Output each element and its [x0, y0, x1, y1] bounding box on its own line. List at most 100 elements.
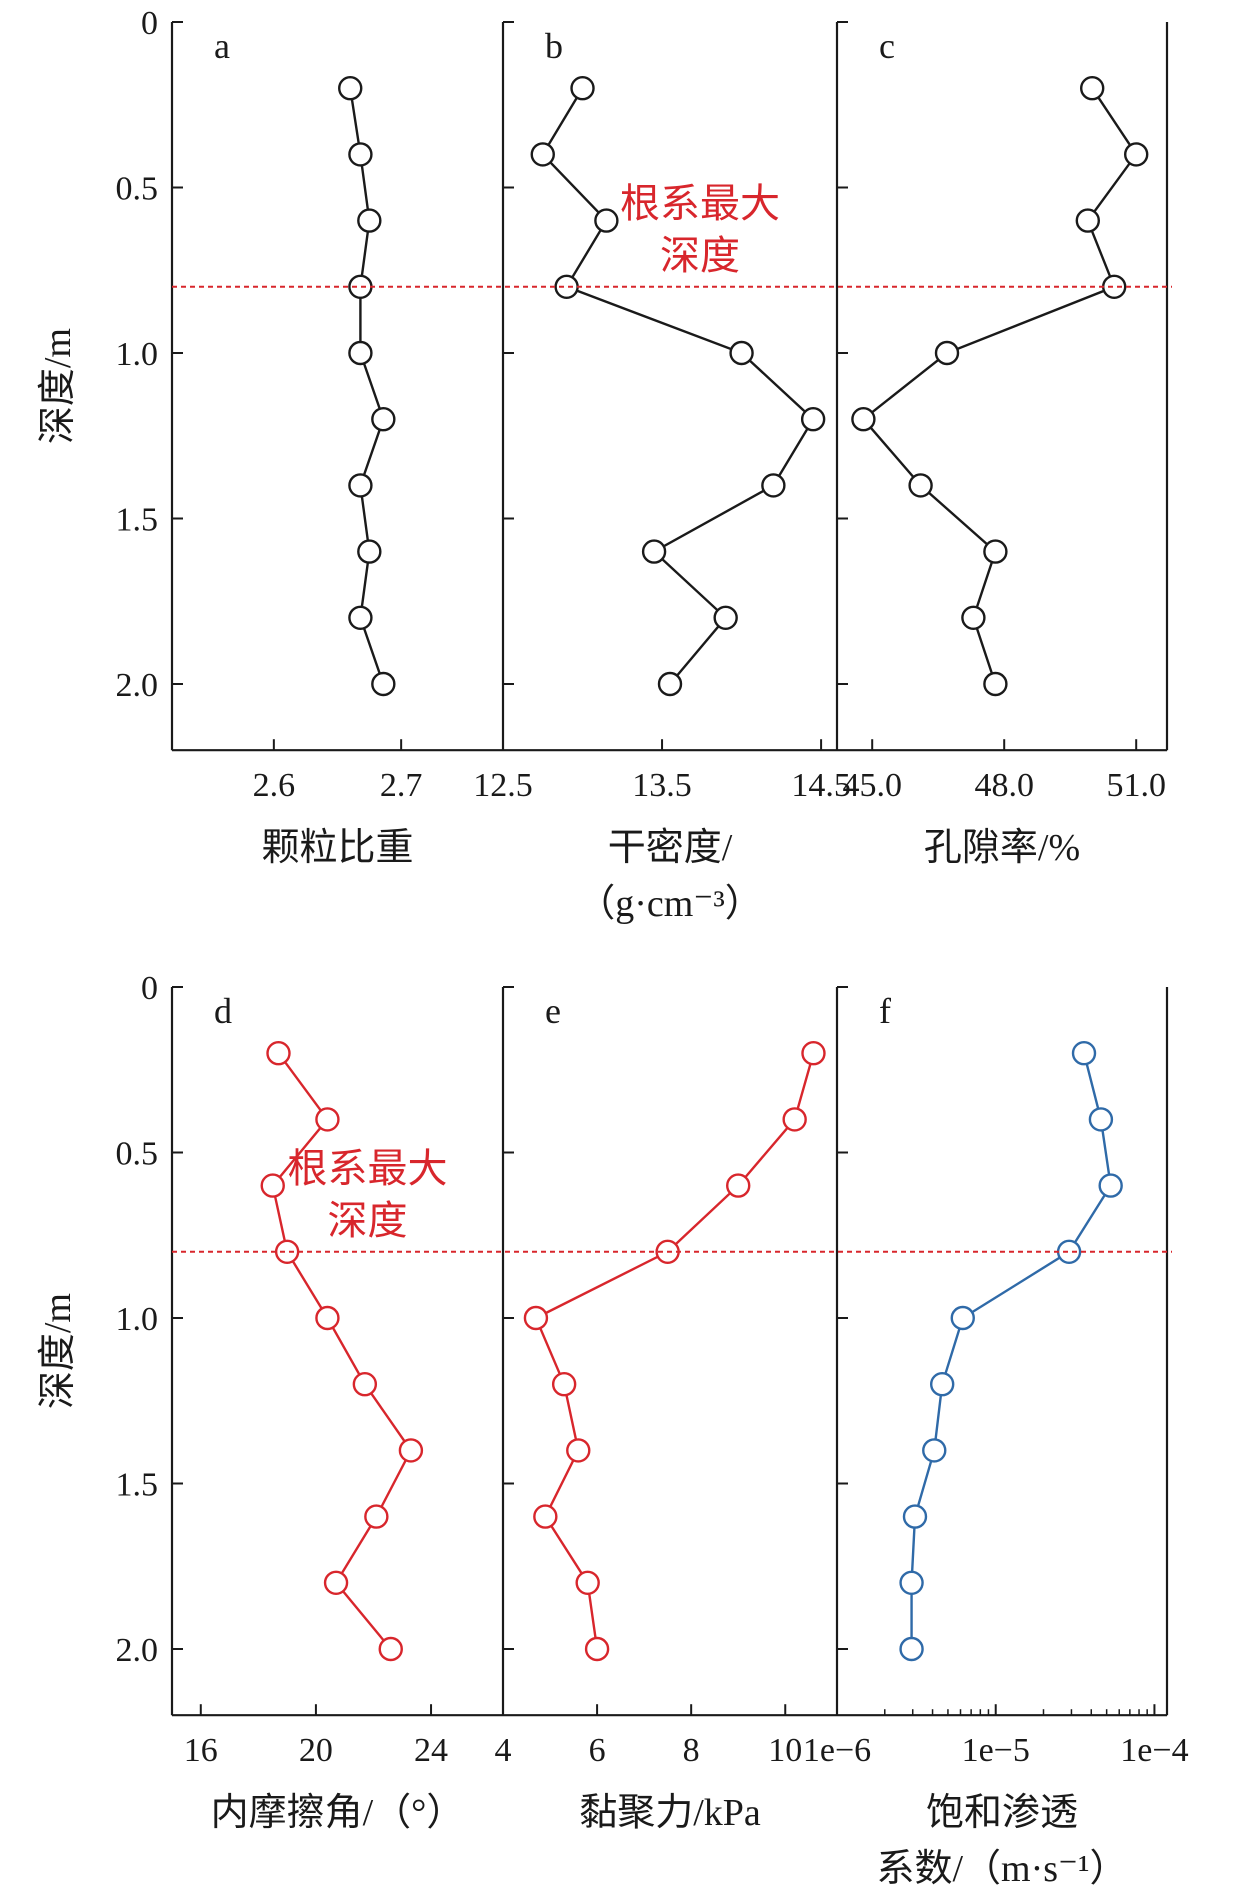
x-tick-label: 2.6	[253, 767, 296, 804]
data-point	[641, 539, 667, 564]
data-point	[983, 539, 1008, 564]
x-tick-label: 51.0	[1106, 767, 1166, 804]
data-point	[371, 671, 396, 697]
data-point	[961, 605, 986, 630]
depth-tick-label: 2.0	[116, 667, 159, 704]
data-point	[357, 208, 382, 233]
data-point	[726, 1173, 751, 1198]
data-point	[800, 407, 826, 432]
series-line	[541, 87, 815, 685]
x-axis-label: （g·cm⁻³）	[577, 883, 763, 925]
data-point	[950, 1305, 975, 1331]
panel-letter: a	[214, 26, 230, 66]
panel-letter: b	[545, 26, 563, 66]
root-depth-annotation: 根系最大	[620, 181, 780, 226]
row-2: 0 0.5 1.0 1.5 2.0 深度/m 16 20 24 内摩擦角/（°） d 4 6 8 10黏聚力…	[37, 970, 1189, 1890]
series-line	[349, 88, 385, 685]
data-point	[348, 340, 373, 366]
data-point	[533, 1504, 558, 1529]
x-tick-label: 4	[495, 1732, 512, 1769]
data-point	[594, 208, 619, 233]
series-line	[910, 1052, 1112, 1649]
data-point	[657, 671, 683, 697]
depth-axis-label: 深度/m	[37, 328, 79, 444]
x-tick-label: 20	[299, 1732, 333, 1769]
data-point	[1123, 142, 1149, 167]
data-point	[1098, 1173, 1123, 1198]
panel-b: 12.5 13.5 14.5 干密度/ （g·cm⁻³） b	[473, 21, 851, 925]
x-tick-label: 10	[768, 1732, 802, 1769]
x-axis-label: 孔隙率/%	[924, 827, 1080, 869]
panel-letter: e	[545, 991, 561, 1031]
data-point	[348, 605, 373, 630]
data-point	[323, 1570, 349, 1596]
data-point	[1075, 208, 1101, 233]
data-point	[1088, 1107, 1114, 1132]
depth-tick-label: 0	[141, 970, 158, 1007]
x-tick-label: 1e−6	[803, 1732, 871, 1769]
x-tick-label: 45.0	[842, 767, 902, 804]
depth-tick-label: 1.5	[116, 502, 159, 539]
data-point	[364, 1504, 389, 1529]
data-point	[1079, 75, 1105, 101]
x-tick-label: 6	[589, 1732, 606, 1769]
depth-tick-label: 1.0	[116, 336, 159, 373]
data-point	[315, 1107, 340, 1132]
data-point	[352, 1371, 378, 1397]
data-point	[348, 142, 373, 167]
x-tick-label: 1e−4	[1120, 1732, 1188, 1769]
series-line	[861, 87, 1138, 685]
data-point	[922, 1438, 947, 1463]
data-point	[983, 671, 1008, 697]
data-point	[371, 407, 396, 432]
data-point	[908, 473, 933, 498]
x-tick-label: 2.7	[380, 767, 423, 804]
depth-tick-label: 0.5	[116, 171, 159, 208]
depth-axis-label: 深度/m	[37, 1293, 79, 1409]
x-axis-label: 黏聚力/kPa	[579, 1792, 761, 1834]
x-axis-label: 内摩擦角/（°）	[211, 1792, 465, 1834]
data-point	[570, 75, 595, 101]
data-point	[398, 1438, 424, 1463]
x-tick-label: 24	[414, 1732, 448, 1769]
panel-letter: f	[879, 991, 891, 1031]
data-point	[260, 1173, 285, 1198]
data-point	[530, 142, 555, 167]
x-tick-label: 13.5	[632, 767, 692, 804]
data-point	[338, 75, 363, 101]
data-point	[761, 473, 786, 498]
depth-tick-label: 0	[141, 5, 158, 42]
series-line	[271, 1052, 413, 1650]
data-point	[551, 1371, 577, 1397]
data-point	[899, 1636, 924, 1662]
data-point	[315, 1305, 340, 1331]
x-axis-label: 系数/（m·s⁻¹）	[876, 1848, 1127, 1890]
data-point	[729, 340, 754, 366]
x-tick-label: 16	[184, 1732, 218, 1769]
data-point	[902, 1504, 928, 1529]
x-tick-label: 1e−5	[962, 1732, 1030, 1769]
data-point	[348, 473, 373, 498]
data-point	[899, 1570, 924, 1596]
root-depth-annotation: 深度	[660, 233, 740, 278]
data-point	[357, 539, 382, 564]
depth-tick-label: 2.0	[116, 1632, 159, 1669]
panel-c: 45.0 48.0 51.0 孔隙率/% c	[837, 21, 1169, 869]
depth-tick-label: 1.0	[116, 1301, 159, 1338]
depth-tick-label: 1.5	[116, 1467, 159, 1504]
x-axis-label: 饱和渗透	[926, 1792, 1078, 1834]
data-point	[851, 407, 876, 432]
panel-d: 16 20 24 内摩擦角/（°） d	[172, 987, 505, 1834]
root-depth-annotation: 根系最大	[288, 1146, 448, 1191]
data-point	[801, 1040, 826, 1066]
x-axis-label: 颗粒比重	[261, 827, 413, 869]
data-point	[274, 1239, 300, 1265]
data-point	[584, 1636, 610, 1662]
data-point	[566, 1438, 591, 1463]
series-line	[534, 1052, 815, 1650]
data-point	[929, 1371, 955, 1397]
x-tick-label: 14.5	[791, 767, 851, 804]
data-point	[523, 1305, 549, 1331]
